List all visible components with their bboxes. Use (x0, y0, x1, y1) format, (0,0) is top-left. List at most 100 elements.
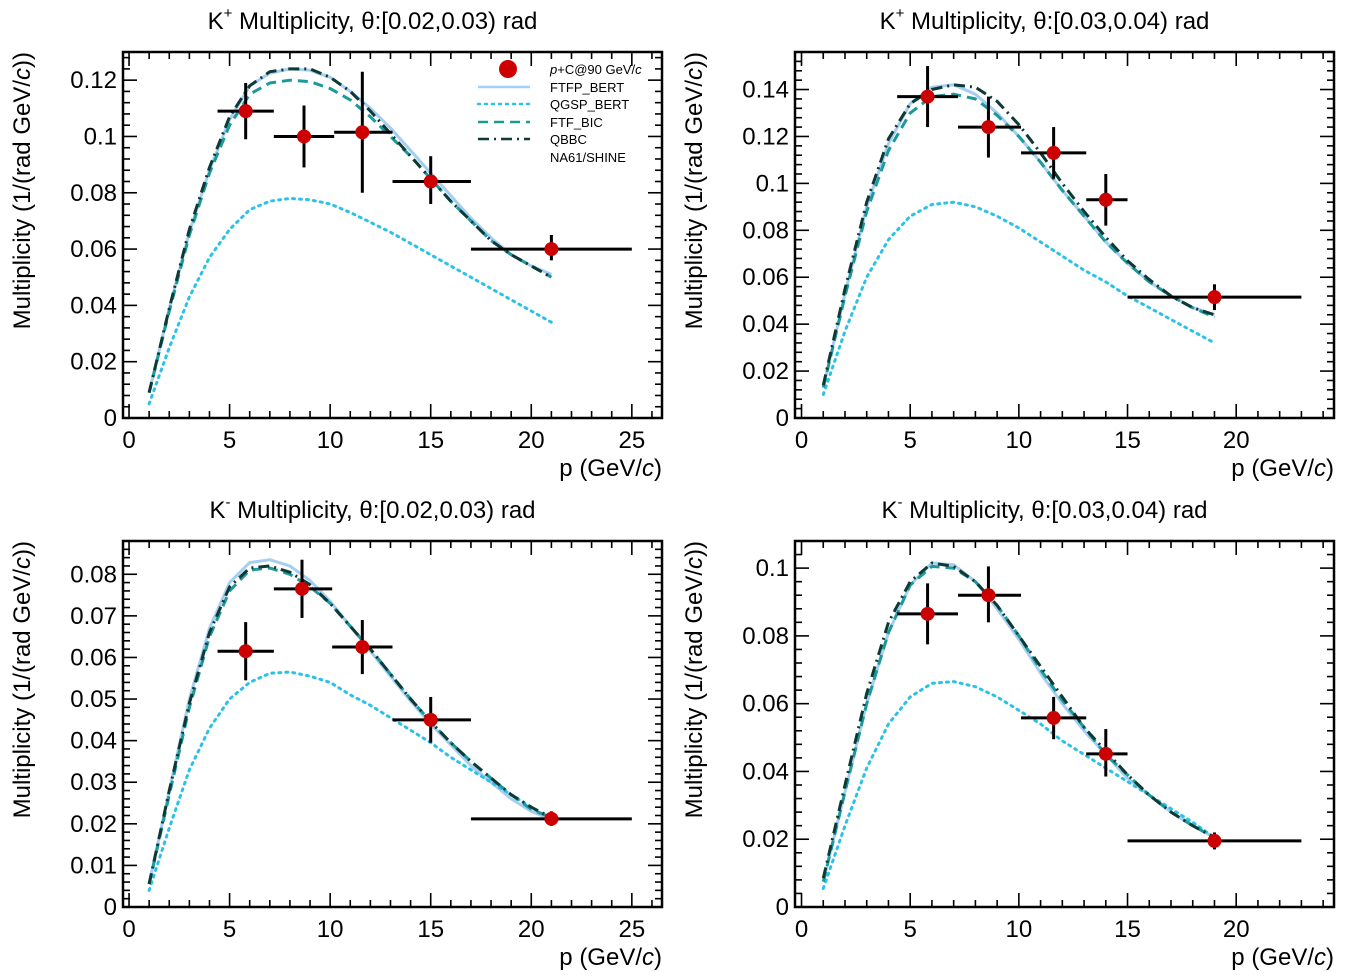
data-point (1021, 696, 1087, 740)
y-tick-label: 0.02 (742, 358, 789, 385)
data-point (1127, 832, 1302, 850)
y-tick-label: 0.02 (70, 811, 117, 838)
y-tick-label: 0.07 (70, 603, 117, 630)
series-qbbc (147, 67, 553, 394)
x-axis-label: p (GeV/c) (559, 944, 662, 971)
data-marker (920, 606, 935, 621)
panel-3: 0 5 10 15 20 25 0 0.01 0.02 0.03 0.04 0.05 0.06 0.07 0… (9, 494, 664, 971)
data-marker (1046, 145, 1061, 160)
x-axis-label: p (GeV/c) (559, 455, 662, 482)
y-axis-label: Multiplicity (1/(rad GeV/c)) (9, 541, 36, 818)
legend-label: NA61/SHINE (550, 150, 626, 165)
x-tick-label: 20 (518, 427, 545, 454)
y-tick-label: 0.06 (742, 264, 789, 291)
data-marker (238, 644, 253, 659)
legend-entry-data: p+C@90 GeV/c (499, 60, 642, 78)
x-tick-label: 5 (904, 427, 917, 454)
y-tick-label: 0.02 (742, 826, 789, 853)
data-marker (920, 89, 935, 104)
x-tick-label: 5 (223, 427, 236, 454)
y-tick-label: 0.14 (742, 77, 789, 104)
data-marker (355, 640, 370, 655)
data-marker (981, 120, 996, 135)
data-marker (1098, 192, 1113, 207)
data-marker (294, 581, 309, 596)
data-marker (1098, 746, 1113, 761)
x-tick-label: 5 (223, 916, 236, 943)
y-tick-label: 0.08 (742, 217, 789, 244)
series-qgsp_bert (147, 196, 553, 406)
series-qbbc (821, 83, 1215, 386)
legend-entry-ftfp_bert: FTFP_BERT (478, 80, 624, 95)
plot-frame (121, 539, 664, 909)
data-point (958, 566, 1022, 623)
series-ftf_bic (821, 92, 1216, 388)
x-tick-label: 15 (417, 427, 444, 454)
data-marker (544, 811, 559, 826)
y-axis-label: Multiplicity (1/(rad GeV/c)) (681, 541, 708, 818)
y-tick-label: 0.01 (70, 852, 117, 879)
x-axis-label: p (GeV/c) (1231, 944, 1334, 971)
y-tick-label: 0.1 (84, 123, 117, 150)
x-tick-label: 20 (518, 916, 545, 943)
data-point (470, 235, 632, 261)
data-marker (423, 174, 438, 189)
data-point (1086, 729, 1128, 777)
data-point (958, 96, 1022, 158)
y-tick-label: 0.1 (756, 555, 789, 582)
series-ftfp_bert (147, 558, 552, 885)
series-ftfp_bert (821, 83, 1215, 388)
x-tick-label: 0 (122, 916, 135, 943)
y-tick-label: 0.06 (70, 236, 117, 263)
data-point (1127, 284, 1302, 311)
series-ftfp_bert (821, 561, 1216, 882)
y-tick-label: 0.04 (742, 758, 789, 785)
data-point (332, 620, 393, 675)
y-tick-label: 0.05 (70, 686, 117, 713)
data-point (897, 66, 959, 128)
series-ftf_bic (147, 566, 552, 885)
data-marker (981, 588, 996, 603)
panel-1: 0 5 10 15 20 25 0 0.02 0.04 0.06 0.08 0.1 0.12 K+ Mul… (9, 5, 664, 482)
legend: p+C@90 GeV/c FTFP_BERT QGSP_BERT FTF_BIC QBB… (476, 60, 642, 165)
x-tick-label: 10 (1006, 427, 1033, 454)
legend-label: p+C@90 GeV/c (549, 62, 642, 77)
data-marker (544, 242, 559, 257)
legend-entry-ftf_bic: FTF_BIC (478, 115, 603, 130)
series-ftfp_bert (147, 67, 552, 394)
x-tick-label: 25 (618, 916, 645, 943)
data-marker (1207, 290, 1222, 305)
plot-frame (793, 50, 1336, 420)
data-marker (355, 125, 370, 140)
data-point (217, 622, 274, 681)
y-tick-label: 0 (104, 894, 117, 921)
y-tick-label: 0.04 (70, 292, 117, 319)
legend-label: QGSP_BERT (550, 97, 629, 112)
legend-label: FTF_BIC (550, 115, 603, 130)
panel-title: K- Multiplicity, θ:[0.02,0.03) rad (209, 494, 535, 524)
series-qgsp_bert (821, 680, 1216, 890)
x-tick-label: 15 (1114, 427, 1141, 454)
y-tick-label: 0.08 (742, 623, 789, 650)
legend-label: FTFP_BERT (550, 80, 624, 95)
y-tick-label: 0.06 (70, 644, 117, 671)
data-point (470, 811, 632, 826)
series-qgsp_bert (147, 670, 553, 892)
y-tick-label: 0 (104, 405, 117, 432)
panel-2: 0 5 10 15 20 0 0.02 0.04 0.06 0.08 0.1 0.12 0.14 K+ M… (681, 5, 1336, 482)
x-tick-label: 5 (904, 916, 917, 943)
y-tick-label: 0 (776, 405, 789, 432)
x-tick-label: 20 (1223, 916, 1250, 943)
x-tick-label: 20 (1223, 427, 1250, 454)
y-tick-label: 0.1 (756, 170, 789, 197)
plot-frame (121, 50, 664, 420)
legend-entry-na61: NA61/SHINE (550, 150, 626, 165)
legend-marker (499, 60, 517, 78)
panel-title: K+ Multiplicity, θ:[0.02,0.03) rad (208, 5, 538, 35)
plot-frame (793, 539, 1336, 909)
y-tick-label: 0.04 (70, 728, 117, 755)
x-tick-label: 10 (1006, 916, 1033, 943)
data-marker (1046, 710, 1061, 725)
